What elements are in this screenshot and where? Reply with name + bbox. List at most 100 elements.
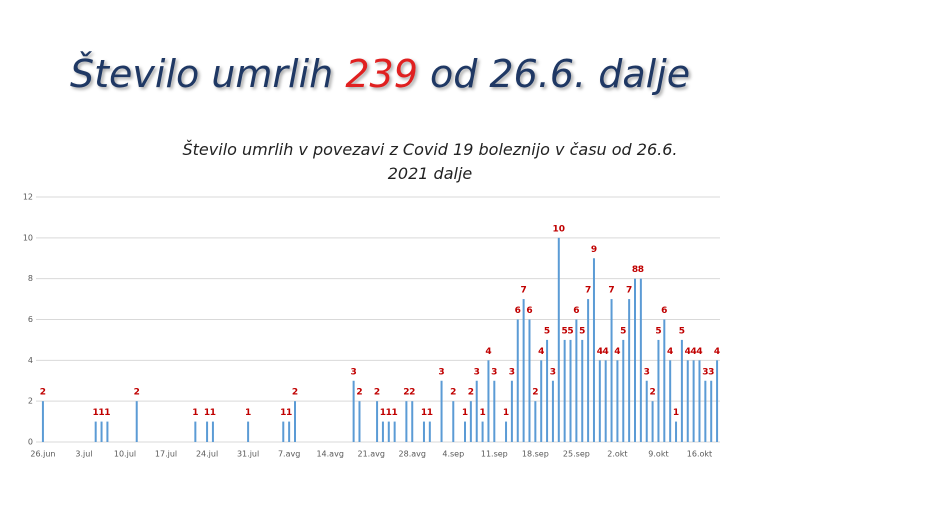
data-label: 6 (573, 306, 579, 316)
bar (352, 380, 355, 442)
bar (604, 360, 607, 442)
x-tick-label: 9.okt (648, 450, 668, 459)
x-tick-label: 2.okt (607, 450, 627, 459)
bar (405, 401, 408, 442)
y-tick-label: 8 (28, 274, 33, 283)
bar (288, 421, 291, 442)
data-label: 3 (708, 367, 714, 377)
bar (710, 380, 713, 442)
data-label: 6 (526, 306, 532, 316)
data-label: 2 (468, 388, 474, 398)
data-label: 5 (579, 326, 585, 336)
bar (622, 339, 625, 442)
title-text: Število umrlih (70, 52, 334, 96)
bar (487, 360, 490, 442)
bar (675, 421, 678, 442)
data-label: 4 (696, 347, 702, 357)
bar (469, 401, 472, 442)
data-label: 2 (649, 388, 655, 398)
data-label: 2 (403, 388, 409, 398)
data-label: 8 (638, 265, 644, 275)
data-label: 1 (386, 408, 392, 418)
bar (563, 339, 566, 442)
data-label: 1 (479, 408, 485, 418)
bar (100, 421, 103, 442)
bar (628, 299, 631, 442)
x-tick-label: 4.sep (442, 450, 464, 459)
data-label: 3 (350, 367, 356, 377)
bar (106, 421, 109, 442)
slide-title: Število umrlih 239 od 26.6. dalje (70, 52, 690, 96)
data-label: 7 (626, 286, 632, 296)
bar (464, 421, 466, 442)
bar (211, 421, 214, 442)
data-label: 1 (427, 408, 433, 418)
bar (428, 421, 431, 442)
x-tick-label: 11.sep (481, 450, 508, 459)
data-label: 7 (585, 286, 591, 296)
bar (546, 339, 549, 442)
data-label: 6 (661, 306, 667, 316)
data-label: 1 (104, 408, 110, 418)
data-label: 4 (714, 347, 720, 357)
bar (510, 380, 513, 442)
data-label: 1 (462, 408, 468, 418)
bar (680, 339, 683, 442)
bar (387, 421, 390, 442)
chart-title: Število umrlih v povezavi z Covid 19 bol… (182, 140, 678, 183)
bar (540, 360, 543, 442)
bar (194, 421, 197, 442)
bar (698, 360, 701, 442)
data-label: 1 (503, 408, 509, 418)
x-tick-label: 25.sep (563, 450, 590, 459)
data-label: 4 (685, 347, 691, 357)
data-label: 3 (702, 367, 708, 377)
data-label: 2 (374, 388, 380, 398)
x-tick-label: 7.avg (278, 450, 300, 459)
data-label: 3 (474, 367, 480, 377)
data-label: 2 (292, 388, 298, 398)
data-label: 4 (667, 347, 673, 357)
bar (505, 421, 508, 442)
x-tick-label: 31.jul (237, 450, 259, 459)
data-label: 7 (520, 286, 526, 296)
data-label: 10 (553, 224, 566, 234)
y-tick-label: 4 (28, 356, 33, 365)
bar (581, 339, 584, 442)
y-tick-label: 6 (28, 315, 33, 324)
data-label: 1 (192, 408, 198, 418)
bar (376, 401, 379, 442)
bar (639, 278, 642, 442)
bar (528, 319, 531, 442)
x-tick-label: 16.okt (687, 450, 712, 459)
data-label: 4 (690, 347, 696, 357)
x-tick-label: 28.avg (399, 450, 426, 459)
bar (475, 380, 478, 442)
bar (716, 360, 719, 442)
data-label: 2 (40, 388, 46, 398)
data-label: 3 (438, 367, 444, 377)
data-label: 1 (98, 408, 104, 418)
data-label: 1 (280, 408, 286, 418)
bar (569, 339, 572, 442)
data-label: 4 (538, 347, 544, 357)
bar (411, 401, 414, 442)
bar (634, 278, 636, 442)
data-label: 2 (134, 388, 140, 398)
data-label: 5 (567, 326, 573, 336)
data-label: 4 (603, 347, 609, 357)
data-label: 3 (644, 367, 650, 377)
x-tick-label: 17.jul (155, 450, 177, 459)
x-tick-label: 26.jun (30, 450, 55, 459)
title-highlight: 239 (345, 52, 418, 96)
y-tick-label: 2 (28, 397, 33, 406)
x-tick-label: 3.jul (75, 450, 92, 459)
bar (516, 319, 519, 442)
data-label: 1 (421, 408, 427, 418)
x-tick-label: 24.jul (196, 450, 218, 459)
bar (663, 319, 666, 442)
data-label: 1 (392, 408, 398, 418)
bar (592, 258, 595, 442)
